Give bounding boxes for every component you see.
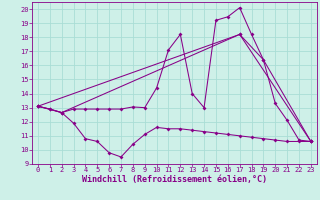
X-axis label: Windchill (Refroidissement éolien,°C): Windchill (Refroidissement éolien,°C) <box>82 175 267 184</box>
